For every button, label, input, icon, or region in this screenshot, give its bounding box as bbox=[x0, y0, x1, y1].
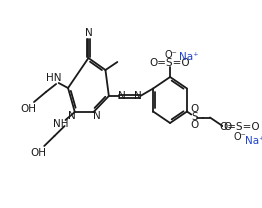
Text: O=S=O: O=S=O bbox=[150, 58, 190, 68]
Text: O: O bbox=[224, 123, 232, 132]
Text: NH: NH bbox=[53, 119, 68, 129]
Text: O⁻: O⁻ bbox=[233, 131, 246, 141]
Text: Na⁺: Na⁺ bbox=[179, 52, 199, 62]
Text: N: N bbox=[85, 28, 92, 38]
Text: OH: OH bbox=[30, 148, 46, 158]
Text: HN: HN bbox=[46, 73, 61, 83]
Text: S: S bbox=[191, 113, 198, 123]
Text: O: O bbox=[190, 120, 199, 130]
Text: N: N bbox=[118, 91, 125, 101]
Text: O=S=O: O=S=O bbox=[220, 121, 260, 131]
Text: N: N bbox=[134, 91, 142, 101]
Text: OH: OH bbox=[20, 104, 36, 114]
Text: O⁻: O⁻ bbox=[165, 50, 177, 60]
Text: N: N bbox=[93, 111, 101, 121]
Text: N: N bbox=[68, 111, 75, 121]
Text: O: O bbox=[190, 104, 199, 114]
Text: Na⁺: Na⁺ bbox=[245, 135, 262, 146]
